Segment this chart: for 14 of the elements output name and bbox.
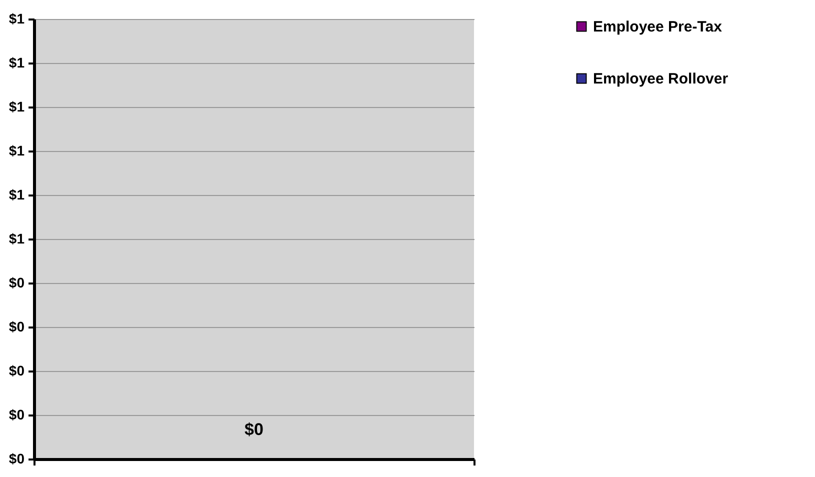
y-tick-label: $0 bbox=[8, 406, 25, 422]
y-tick-label: $1 bbox=[8, 186, 25, 202]
y-tick-label: $1 bbox=[8, 54, 25, 70]
y-tick-label: $0 bbox=[8, 318, 25, 334]
y-tick-label: $1 bbox=[8, 10, 25, 26]
total-label: $0 bbox=[244, 420, 264, 439]
legend-label: Employee Pre-Tax bbox=[593, 18, 723, 36]
y-tick-label: $1 bbox=[8, 98, 25, 114]
legend-label: Employee Rollover bbox=[593, 70, 728, 88]
y-tick-label: $0 bbox=[8, 450, 25, 466]
y-tick-label: $1 bbox=[8, 230, 25, 246]
y-tick-label: $1 bbox=[8, 142, 25, 158]
y-tick-label: $0 bbox=[8, 274, 25, 290]
y-tick-label: $0 bbox=[8, 362, 25, 378]
